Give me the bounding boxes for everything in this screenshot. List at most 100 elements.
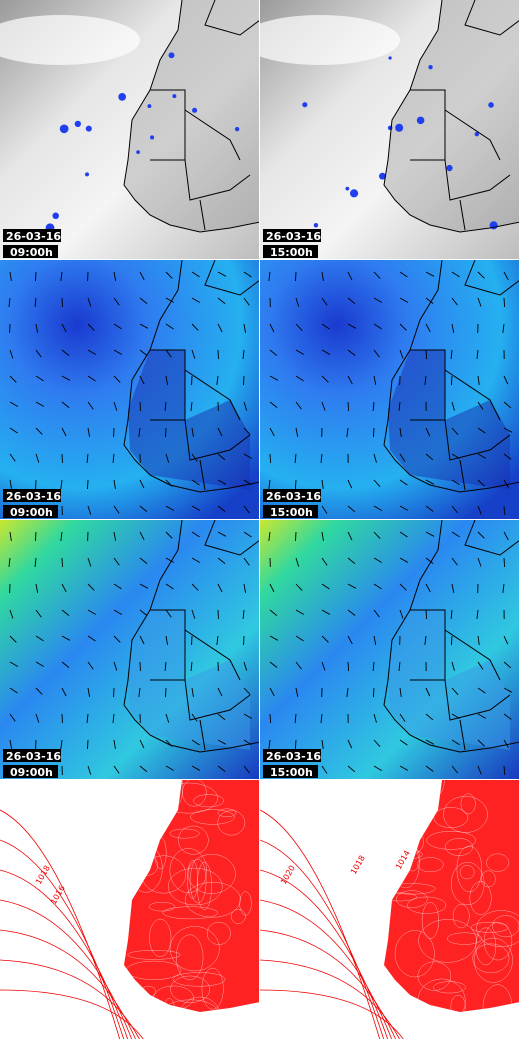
wind-arrow	[87, 609, 97, 615]
wind-arrow	[61, 375, 71, 381]
contour	[452, 904, 470, 929]
wind-arrow	[477, 297, 482, 307]
wind-arrow	[217, 427, 223, 437]
wind-arrow	[373, 583, 382, 590]
contour	[187, 854, 236, 894]
wind-arrow	[320, 453, 323, 463]
isobar	[260, 869, 389, 1039]
wind-arrow	[425, 687, 431, 697]
wind-arrow	[425, 323, 431, 333]
wind-arrow	[243, 661, 248, 671]
contour	[187, 860, 199, 899]
wind-arrow	[165, 297, 175, 303]
wind-arrow	[191, 531, 200, 538]
wind-arrow	[295, 323, 303, 331]
wind-arrow	[321, 739, 324, 749]
contour	[184, 881, 241, 918]
time-label: 15:00h	[270, 246, 313, 259]
wind-arrow	[295, 297, 300, 307]
precip-cell	[85, 125, 92, 132]
wind-arrow	[112, 713, 115, 723]
wind-arrow	[191, 271, 200, 278]
wind-arrow	[9, 349, 14, 359]
wind-arrow	[217, 713, 226, 721]
isobar	[260, 839, 385, 1039]
isobar	[0, 929, 136, 1039]
wind-arrow	[139, 375, 145, 385]
wind-arrow	[425, 583, 431, 593]
wind-arrow	[165, 349, 172, 358]
wind-arrow	[451, 687, 459, 695]
contour	[476, 910, 519, 948]
wind-arrow	[87, 375, 96, 382]
wind-arrow	[424, 375, 427, 385]
wind-arrow	[269, 583, 275, 593]
wind-arrow	[86, 453, 89, 463]
wind-arrow	[269, 349, 278, 357]
map-panel: 1018102010181014	[260, 780, 519, 1039]
wind-arrow	[61, 687, 67, 697]
isobar	[260, 959, 400, 1039]
wind-arrow	[217, 271, 227, 277]
wind-arrow	[191, 349, 196, 359]
wind-arrow	[425, 713, 434, 721]
map-panel: 26-03-16 09:00h	[0, 0, 259, 259]
wind-arrow	[503, 765, 506, 776]
wind-arrow	[373, 609, 380, 618]
wind-arrow	[295, 375, 304, 382]
wind-arrow	[347, 323, 357, 329]
date-box	[263, 749, 321, 762]
contour	[196, 861, 212, 910]
wind-arrow	[139, 635, 145, 645]
wind-arrow	[347, 375, 353, 385]
wind-arrow	[61, 427, 67, 437]
wind-arrow	[35, 271, 37, 282]
wind-arrow	[9, 661, 19, 667]
isobar	[260, 929, 396, 1039]
contour	[217, 808, 237, 818]
wind-arrow	[321, 635, 329, 643]
wind-arrow	[268, 479, 271, 489]
wind-arrow	[113, 349, 123, 355]
wind-arrow	[139, 297, 148, 304]
wind-arrow	[450, 375, 453, 386]
wind-arrow	[399, 739, 408, 746]
precip-cell	[168, 52, 175, 59]
wind-arrow	[373, 713, 377, 723]
wind-arrow	[165, 557, 175, 563]
contour	[162, 906, 218, 920]
wind-arrow	[295, 609, 305, 615]
map-panel: 26-03-16 09:00h	[0, 260, 259, 519]
wind-arrow	[190, 401, 193, 411]
wind-arrow	[34, 557, 37, 567]
date-label: 26-03-16	[266, 490, 321, 503]
wind-arrow	[165, 609, 172, 618]
contour	[169, 828, 200, 839]
contour	[149, 918, 172, 957]
wind-arrow	[164, 401, 167, 411]
wind-arrow	[138, 427, 141, 437]
wind-arrow	[399, 505, 409, 511]
precip-cell	[234, 126, 240, 132]
wind-arrow	[373, 323, 382, 330]
wind-arrow	[113, 271, 117, 281]
wind-arrow	[347, 635, 353, 645]
wind-arrow	[451, 479, 460, 486]
wind-arrow	[477, 739, 485, 747]
precip-cell	[313, 223, 319, 228]
wind-arrow	[9, 713, 16, 722]
wind-arrow	[216, 375, 219, 385]
wind-arrow	[294, 479, 297, 490]
wind-arrow	[269, 375, 279, 381]
wind-arrow	[477, 271, 485, 279]
wind-arrow	[60, 271, 63, 281]
wind-arrow	[87, 401, 94, 410]
contour	[470, 922, 509, 933]
wind-arrow	[425, 557, 434, 564]
wind-arrow	[243, 765, 250, 774]
wind-arrow	[503, 713, 512, 720]
wind-arrow	[451, 739, 460, 746]
time-label: 09:00h	[10, 246, 53, 259]
contour	[472, 943, 510, 974]
contour	[443, 796, 488, 833]
